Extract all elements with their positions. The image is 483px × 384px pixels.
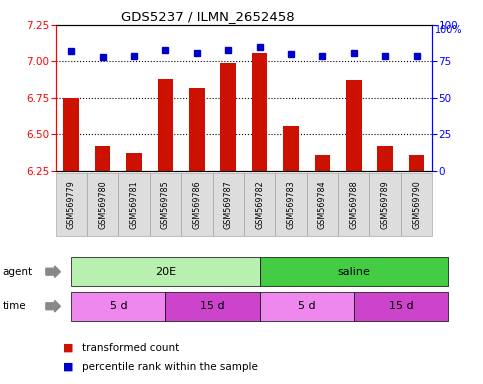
Bar (409, 155, 425, 171)
Bar (95, 146, 111, 171)
Text: transformed count: transformed count (82, 343, 179, 353)
Text: 15 d: 15 d (389, 301, 413, 311)
Text: ■: ■ (63, 362, 73, 372)
Text: GSM569784: GSM569784 (318, 180, 327, 229)
Text: GSM569779: GSM569779 (67, 180, 76, 229)
Bar (314, 155, 330, 171)
Text: 5 d: 5 d (110, 301, 127, 311)
Text: GSM569780: GSM569780 (98, 180, 107, 229)
Text: GSM569790: GSM569790 (412, 180, 421, 229)
Bar (126, 153, 142, 171)
Bar (283, 126, 299, 171)
Text: GSM569788: GSM569788 (349, 180, 358, 229)
Text: 5 d: 5 d (298, 301, 315, 311)
Text: 100%: 100% (435, 25, 462, 35)
Text: GSM569781: GSM569781 (129, 180, 139, 229)
Bar (220, 63, 236, 171)
Bar (252, 53, 268, 171)
Text: GSM569785: GSM569785 (161, 180, 170, 229)
Bar (377, 146, 393, 171)
Text: GSM569789: GSM569789 (381, 180, 390, 229)
Text: GSM569787: GSM569787 (224, 180, 233, 229)
Bar (189, 88, 205, 171)
Text: ■: ■ (63, 343, 73, 353)
Text: time: time (2, 301, 26, 311)
Text: saline: saline (337, 266, 370, 277)
Text: GDS5237 / ILMN_2652458: GDS5237 / ILMN_2652458 (121, 10, 295, 23)
Text: 15 d: 15 d (200, 301, 225, 311)
Text: percentile rank within the sample: percentile rank within the sample (82, 362, 258, 372)
Text: agent: agent (2, 266, 32, 277)
Bar (63, 98, 79, 171)
Bar (157, 79, 173, 171)
Bar (346, 80, 362, 171)
Text: GSM569786: GSM569786 (192, 180, 201, 229)
Text: 20E: 20E (155, 266, 176, 277)
Text: GSM569783: GSM569783 (286, 180, 296, 229)
Text: GSM569782: GSM569782 (255, 180, 264, 229)
